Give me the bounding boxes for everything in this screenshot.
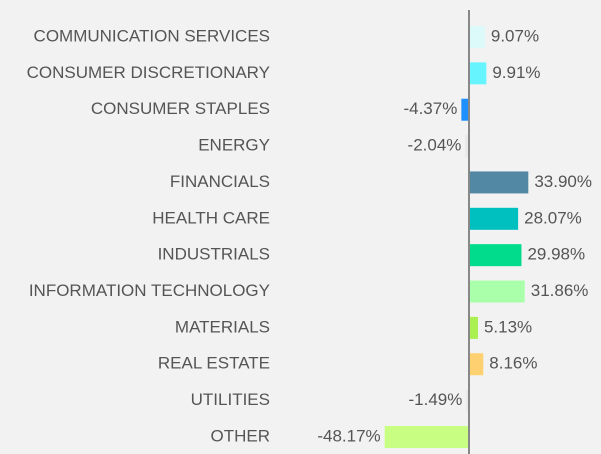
value-label: 9.91% (492, 63, 540, 82)
category-label: UTILITIES (191, 390, 270, 409)
value-label: 29.98% (527, 245, 585, 264)
bar (469, 244, 522, 267)
value-label: 8.16% (489, 354, 537, 373)
bar (469, 62, 487, 85)
bar (469, 353, 484, 376)
category-label: COMMUNICATION SERVICES (34, 26, 270, 45)
category-label: FINANCIALS (170, 172, 270, 191)
value-label: 31.86% (531, 281, 589, 300)
category-label: INDUSTRIALS (158, 245, 270, 264)
bar (384, 425, 469, 448)
category-label: ENERGY (198, 136, 270, 155)
value-label: 5.13% (484, 317, 532, 336)
value-label: 33.90% (534, 172, 592, 191)
value-label: -48.17% (317, 426, 380, 445)
bar (469, 280, 525, 303)
value-label: -2.04% (408, 136, 462, 155)
bar (465, 135, 469, 158)
value-label: -4.37% (403, 99, 457, 118)
bar (469, 171, 529, 194)
category-label: HEALTH CARE (152, 208, 270, 227)
category-label: CONSUMER DISCRETIONARY (27, 63, 270, 82)
bar (466, 389, 469, 412)
bar (469, 26, 485, 48)
bar (469, 207, 519, 230)
category-label: INFORMATION TECHNOLOGY (29, 281, 270, 300)
value-label: 28.07% (524, 208, 582, 227)
bar (469, 316, 478, 339)
category-label: OTHER (211, 426, 271, 445)
category-label: REAL ESTATE (158, 354, 270, 373)
category-label: MATERIALS (175, 317, 270, 336)
category-label: CONSUMER STAPLES (91, 99, 270, 118)
value-label: 9.07% (491, 26, 539, 45)
value-label: -1.49% (409, 390, 463, 409)
bar (461, 98, 469, 121)
